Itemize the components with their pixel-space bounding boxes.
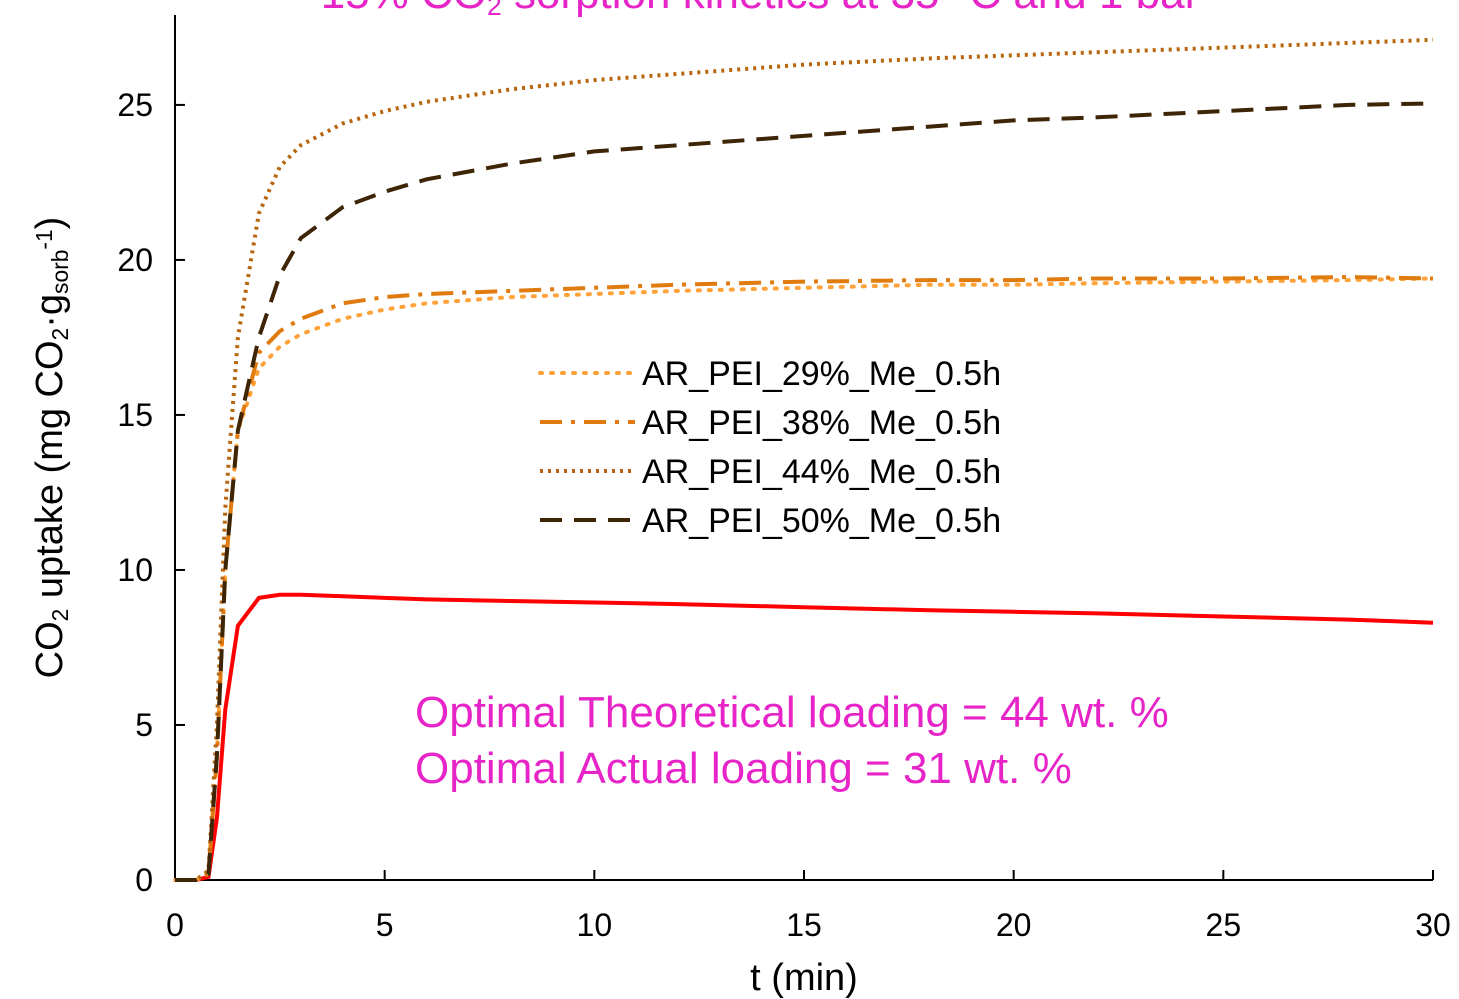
- data-line: [175, 592, 1434, 882]
- text-part: CO: [29, 621, 71, 678]
- x-tick-label: 5: [376, 907, 394, 943]
- y-axis-label: CO2 uptake (mg CO2·gsorb-1): [29, 217, 73, 679]
- y-tick-label: 5: [135, 707, 153, 743]
- x-tick-label: 20: [996, 907, 1032, 943]
- annotation: Optimal Actual loading = 31 wt. %: [415, 744, 1072, 793]
- data-line: [175, 274, 1434, 882]
- legend-label: AR_PEI_44%_Me_0.5h: [642, 453, 1001, 491]
- text-part: 2: [487, 0, 502, 21]
- x-tick-label: 10: [577, 907, 613, 943]
- y-tick-label: 20: [117, 242, 153, 278]
- chart-title: 15% CO2 sorption kinetics at 35 °C and 1…: [321, 0, 1200, 21]
- legend-label: AR_PEI_29%_Me_0.5h: [642, 355, 1001, 393]
- x-tick-label: 25: [1206, 907, 1242, 943]
- text-part: uptake (mg CO: [29, 340, 71, 608]
- x-tick-label: 0: [166, 907, 184, 943]
- text-part: ): [29, 217, 71, 230]
- y-tick-label: 0: [135, 862, 153, 898]
- data-line: [175, 37, 1434, 882]
- x-axis-label: t (min): [750, 957, 858, 999]
- text-part: 2: [47, 609, 73, 622]
- legend-label: AR_PEI_50%_Me_0.5h: [642, 502, 1001, 540]
- data-line: [175, 101, 1434, 882]
- legend-label: AR_PEI_38%_Me_0.5h: [642, 404, 1001, 442]
- y-tick-label: 15: [117, 397, 153, 433]
- text-part: -1: [31, 229, 57, 249]
- y-tick-label: 10: [117, 552, 153, 588]
- text-part: sorb: [47, 250, 73, 294]
- text-part: ·g: [29, 294, 71, 328]
- text-part: sorption kinetics at 35 °C and 1 bar: [502, 0, 1200, 18]
- text-part: 2: [47, 328, 73, 341]
- y-tick-label: 25: [117, 87, 153, 123]
- annotation: Optimal Theoretical loading = 44 wt. %: [415, 688, 1169, 737]
- x-tick-label: 30: [1415, 907, 1451, 943]
- text-part: 15% CO: [321, 0, 487, 18]
- x-tick-label: 15: [786, 907, 822, 943]
